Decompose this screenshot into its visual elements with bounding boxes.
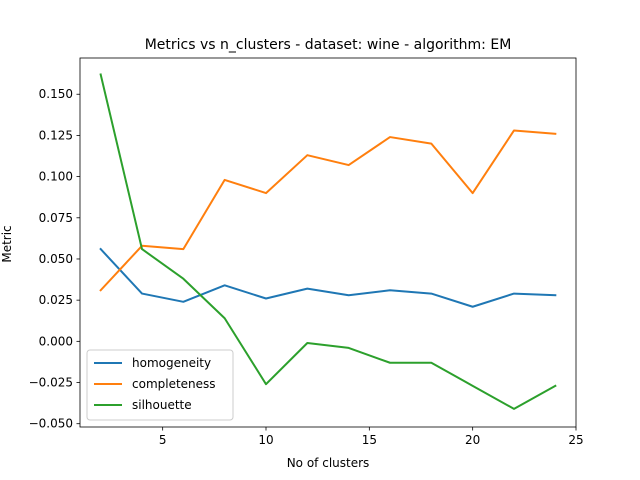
x-tick-label: 10: [258, 433, 273, 447]
y-tick-label: −0.025: [29, 376, 73, 390]
y-axis-title: Metric: [0, 225, 14, 262]
legend-label-silhouette: silhouette: [132, 398, 192, 412]
y-tick-label: −0.050: [29, 417, 73, 431]
chart-title: Metrics vs n_clusters - dataset: wine - …: [145, 37, 512, 53]
y-tick-label: 0.100: [39, 170, 73, 184]
legend-label-completeness: completeness: [132, 377, 216, 391]
y-tick-label: 0.075: [39, 211, 73, 225]
series-line-silhouette: [99, 73, 557, 410]
y-tick-label: 0.050: [39, 252, 73, 266]
legend-box: [86, 349, 234, 421]
legend-label-homogeneity: homogeneity: [132, 356, 211, 370]
series-line-homogeneity: [99, 247, 557, 308]
y-tick-label: 0.000: [39, 334, 73, 348]
plot-area: 5 10 15 20 25 −0.050 −0.025 0.000 0.025 0.050 0.07…: [29, 57, 584, 447]
x-axis-title: No of clusters: [287, 456, 370, 470]
y-tick-label: 0.125: [39, 128, 73, 142]
x-tick-label: 5: [159, 433, 167, 447]
series-line-completeness: [99, 129, 557, 292]
x-tick-label: 25: [568, 433, 583, 447]
x-tick-label: 15: [362, 433, 377, 447]
legend: homogeneity completeness silhouette: [86, 349, 234, 421]
y-tick-label: 0.025: [39, 293, 73, 307]
axes-frame: [79, 57, 577, 428]
y-tick-label: 0.150: [39, 87, 73, 101]
x-tick-label: 20: [465, 433, 480, 447]
